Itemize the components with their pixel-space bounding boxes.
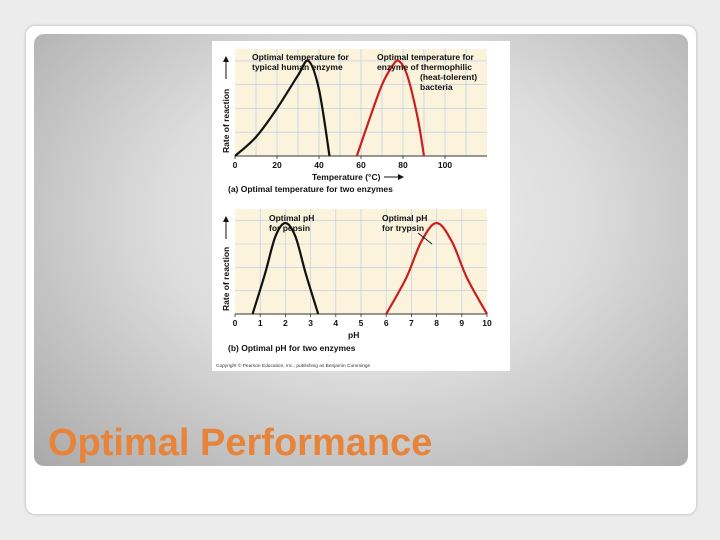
enzyme-figure: 0 20 40 60 80 100 Rate of reaction Optimal te… bbox=[212, 41, 510, 371]
panel-b-caption: (b) Optimal pH for two enzymes bbox=[228, 343, 356, 353]
x-tick-label: 10 bbox=[482, 318, 492, 328]
trypsin-curve bbox=[385, 221, 488, 315]
trypsin-leader-line bbox=[417, 232, 433, 245]
x-tick-label: 8 bbox=[434, 318, 439, 328]
x-tick-label: 20 bbox=[272, 160, 282, 170]
annotation-trypsin: Optimal pH for trypsin bbox=[382, 213, 430, 233]
panel-a-ylabel: Rate of reaction bbox=[221, 89, 231, 153]
x-tick-label: 4 bbox=[333, 318, 338, 328]
slide-title: Optimal Performance bbox=[48, 422, 433, 464]
panel-b-xlabel: pH bbox=[348, 330, 359, 340]
panel-a-x-arrowhead bbox=[398, 174, 404, 180]
panel-a-y-arrowhead bbox=[223, 56, 229, 62]
x-tick-label: 80 bbox=[398, 160, 408, 170]
enzyme-figure-svg: 0 20 40 60 80 100 Rate of reaction Optimal te… bbox=[212, 49, 510, 369]
panel-divider bbox=[212, 199, 510, 207]
annotation-thermophilic: Optimal temperature for enzyme of thermo… bbox=[377, 52, 480, 92]
human-enzyme-curve bbox=[234, 59, 331, 157]
x-tick-label: 2 bbox=[283, 318, 288, 328]
x-tick-label: 60 bbox=[356, 160, 366, 170]
panel-a-xlabel: Temperature (°C) bbox=[312, 172, 381, 182]
thermophilic-enzyme-curve bbox=[355, 59, 426, 157]
x-tick-label: 9 bbox=[459, 318, 464, 328]
x-tick-label: 3 bbox=[308, 318, 313, 328]
pepsin-curve bbox=[251, 221, 320, 315]
annotation-human: Optimal temperature for typical human en… bbox=[252, 52, 351, 72]
panel-b-tick-labels: 0 1 2 3 4 5 6 7 8 9 10 bbox=[233, 314, 492, 328]
annotation-pepsin: Optimal pH for pepsin bbox=[269, 213, 317, 233]
panel-b-y-arrowhead bbox=[223, 216, 229, 222]
x-tick-label: 40 bbox=[314, 160, 324, 170]
x-tick-label: 1 bbox=[258, 318, 263, 328]
x-tick-label: 0 bbox=[233, 318, 238, 328]
panel-a-caption: (a) Optimal temperature for two enzymes bbox=[228, 184, 393, 194]
x-tick-label: 7 bbox=[409, 318, 414, 328]
panel-b-grid bbox=[235, 209, 487, 314]
x-tick-label: 0 bbox=[233, 160, 238, 170]
x-tick-label: 5 bbox=[359, 318, 364, 328]
panel-a-tick-labels: 0 20 40 60 80 100 bbox=[233, 156, 452, 170]
figure-credit: Copyright © Pearson Education, Inc., pub… bbox=[216, 362, 371, 369]
x-tick-label: 100 bbox=[438, 160, 452, 170]
panel-b-ylabel: Rate of reaction bbox=[221, 247, 231, 311]
x-tick-label: 6 bbox=[384, 318, 389, 328]
